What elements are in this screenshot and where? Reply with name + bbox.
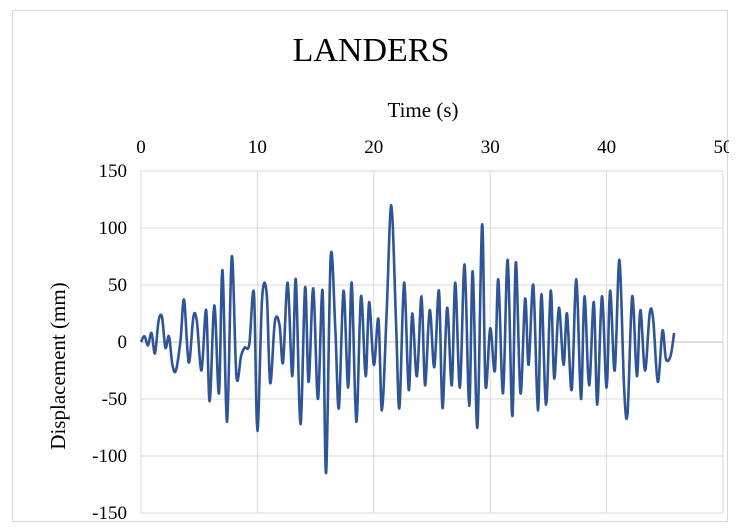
chart-svg: LANDERS Time (s) Displacement (mm) 150 10… [46,32,729,523]
grid [140,170,724,514]
y-tick-label: 100 [99,218,128,239]
y-tick-label: -100 [92,446,127,467]
x-tick-label: 10 [248,137,267,158]
tick-labels: 150 100 50 0 -50 -100 -150 0 10 20 30 40 50 [92,137,729,523]
y-axis-label: Displacement (mm) [46,282,70,449]
y-tick-label: -50 [102,389,127,410]
x-tick-label: 40 [597,137,616,158]
chart-title: LANDERS [293,32,450,69]
y-tick-label: 150 [99,161,128,182]
x-tick-label: 50 [714,137,730,158]
chart-frame: LANDERS Time (s) Displacement (mm) 150 10… [12,10,729,523]
x-tick-label: 0 [136,137,146,158]
x-tick-label: 30 [481,137,500,158]
y-tick-label: 50 [108,275,127,296]
x-axis-label: Time (s) [388,98,459,122]
series-line-displacement [139,203,676,475]
y-tick-label: 0 [118,332,128,353]
series-group [139,203,676,475]
y-tick-label: -150 [92,503,127,523]
x-tick-label: 20 [364,137,383,158]
